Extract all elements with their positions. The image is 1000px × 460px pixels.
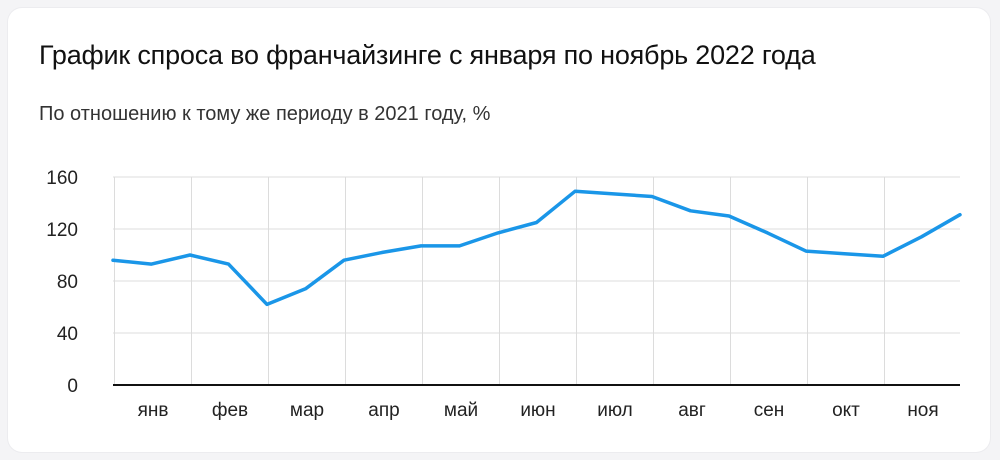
y-axis-ticks: 0 40 80 120 160 — [46, 168, 78, 397]
x-tick-label: авг — [678, 400, 706, 421]
series-line — [111, 189, 962, 307]
x-tick-label: ноя — [907, 400, 938, 421]
x-tick-label: мар — [290, 400, 324, 421]
chart-subtitle: По отношению к тому же периоду в 2021 го… — [39, 103, 491, 125]
y-tick-label: 160 — [46, 168, 78, 189]
x-tick-label: фев — [212, 400, 248, 421]
x-tick-label: сен — [754, 400, 785, 421]
y-tick-label: 80 — [57, 272, 78, 293]
y-tick-label: 0 — [67, 376, 78, 397]
x-tick-label: июн — [520, 400, 555, 421]
horizontal-gridlines — [113, 176, 960, 334]
x-tick-label: июл — [597, 400, 633, 421]
y-tick-label: 120 — [46, 220, 78, 241]
x-tick-label: апр — [368, 400, 399, 421]
x-tick-label: янв — [138, 400, 169, 421]
chart-title: График спроса во франчайзинге с января п… — [39, 40, 816, 70]
x-tick-label: май — [444, 400, 478, 421]
y-tick-label: 40 — [57, 324, 78, 345]
x-tick-label: окт — [832, 400, 860, 421]
x-axis-ticks: янв фев мар апр май июн июл авг сен окт ноя — [138, 400, 939, 421]
